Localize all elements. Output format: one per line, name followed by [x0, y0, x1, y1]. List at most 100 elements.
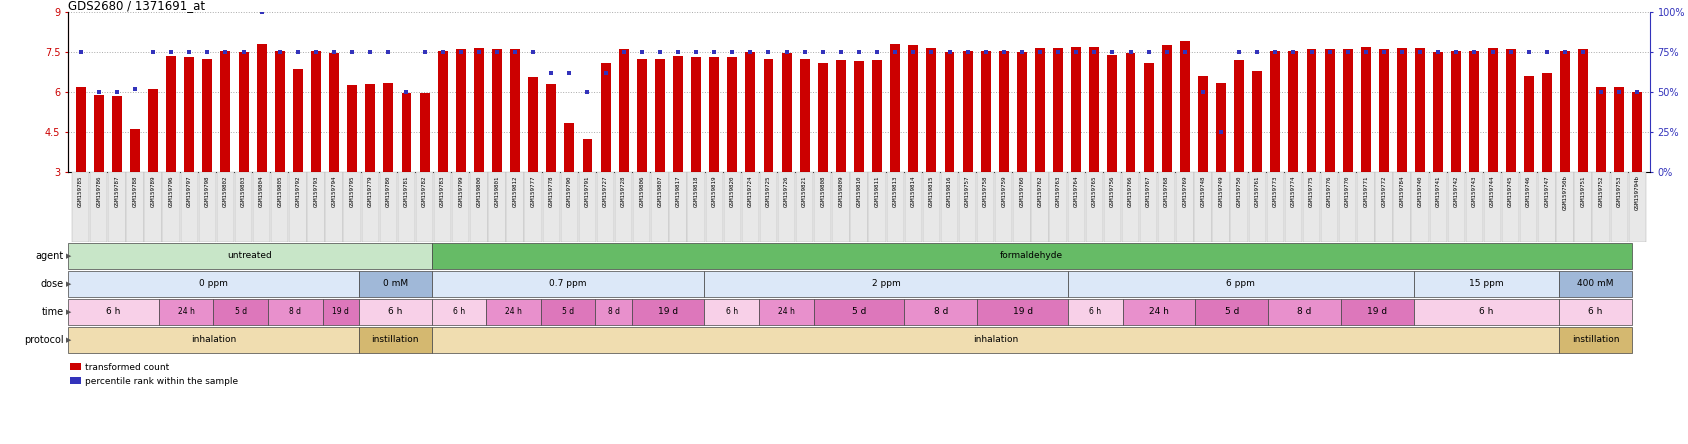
- Bar: [71, 377, 81, 385]
- Bar: [1560, 271, 1632, 297]
- Text: GSM159789: GSM159789: [150, 175, 155, 207]
- Text: ▶: ▶: [66, 253, 71, 259]
- Text: GSM159767: GSM159767: [1146, 175, 1151, 207]
- Text: 6 h: 6 h: [452, 308, 464, 317]
- Bar: [474, 48, 484, 172]
- Bar: [728, 57, 738, 172]
- Text: GSM159772: GSM159772: [1381, 175, 1386, 207]
- Bar: [1252, 71, 1263, 172]
- FancyBboxPatch shape: [670, 172, 687, 242]
- FancyBboxPatch shape: [1592, 172, 1610, 242]
- Bar: [817, 63, 827, 172]
- Bar: [746, 52, 755, 172]
- FancyBboxPatch shape: [253, 172, 270, 242]
- FancyBboxPatch shape: [1376, 172, 1393, 242]
- Bar: [547, 84, 557, 172]
- Text: ▶: ▶: [66, 281, 71, 287]
- FancyBboxPatch shape: [73, 172, 89, 242]
- FancyBboxPatch shape: [851, 172, 868, 242]
- Text: 5 d: 5 d: [1224, 308, 1239, 317]
- FancyBboxPatch shape: [1031, 172, 1048, 242]
- Text: GDS2680 / 1371691_at: GDS2680 / 1371691_at: [68, 0, 206, 12]
- FancyBboxPatch shape: [1610, 172, 1627, 242]
- Text: 19 d: 19 d: [1013, 308, 1033, 317]
- Bar: [1069, 299, 1123, 325]
- Text: GSM159794b: GSM159794b: [1636, 175, 1639, 210]
- Text: GSM159796: GSM159796: [169, 175, 174, 207]
- Bar: [365, 84, 375, 172]
- Bar: [432, 327, 1560, 353]
- Bar: [905, 299, 977, 325]
- Bar: [432, 271, 704, 297]
- FancyBboxPatch shape: [724, 172, 741, 242]
- Bar: [159, 299, 213, 325]
- FancyBboxPatch shape: [1067, 172, 1085, 242]
- Bar: [1342, 49, 1352, 172]
- Text: GSM159756: GSM159756: [1111, 175, 1114, 207]
- Text: 24 h: 24 h: [177, 308, 194, 317]
- Bar: [383, 83, 393, 172]
- FancyBboxPatch shape: [1357, 172, 1374, 242]
- FancyBboxPatch shape: [398, 172, 415, 242]
- FancyBboxPatch shape: [959, 172, 976, 242]
- Bar: [111, 96, 122, 172]
- FancyBboxPatch shape: [598, 172, 614, 242]
- Bar: [1379, 49, 1389, 172]
- Bar: [130, 129, 140, 172]
- FancyBboxPatch shape: [1465, 172, 1484, 242]
- Text: GSM159763: GSM159763: [1055, 175, 1060, 207]
- Text: inhalation: inhalation: [191, 336, 236, 345]
- Bar: [1307, 49, 1317, 172]
- Text: 400 mM: 400 mM: [1577, 280, 1614, 289]
- Bar: [873, 60, 883, 172]
- Text: GSM159750: GSM159750: [1237, 175, 1242, 207]
- Text: 6 h: 6 h: [1588, 308, 1602, 317]
- Text: GSM159773: GSM159773: [1273, 175, 1278, 207]
- Text: GSM159821: GSM159821: [802, 175, 807, 207]
- Text: GSM159797: GSM159797: [187, 175, 192, 207]
- FancyBboxPatch shape: [778, 172, 795, 242]
- Bar: [704, 271, 1069, 297]
- FancyBboxPatch shape: [289, 172, 307, 242]
- Bar: [1398, 48, 1408, 172]
- FancyBboxPatch shape: [1430, 172, 1447, 242]
- Text: GSM159765: GSM159765: [1092, 175, 1097, 207]
- Text: GSM159788: GSM159788: [132, 175, 137, 207]
- Bar: [1560, 327, 1632, 353]
- Bar: [1524, 76, 1534, 172]
- Text: GSM159745: GSM159745: [1507, 175, 1512, 207]
- FancyBboxPatch shape: [1177, 172, 1193, 242]
- Bar: [1144, 63, 1153, 172]
- Bar: [68, 243, 432, 269]
- Bar: [203, 59, 213, 172]
- Text: GSM159727: GSM159727: [603, 175, 608, 207]
- Bar: [836, 60, 846, 172]
- Text: GSM159770: GSM159770: [1345, 175, 1350, 207]
- Bar: [329, 53, 339, 172]
- Bar: [1268, 299, 1340, 325]
- Bar: [1340, 299, 1413, 325]
- FancyBboxPatch shape: [452, 172, 469, 242]
- Text: GSM159813: GSM159813: [893, 175, 898, 207]
- Text: GSM159742: GSM159742: [1453, 175, 1458, 207]
- Bar: [1470, 51, 1479, 172]
- FancyBboxPatch shape: [162, 172, 181, 242]
- Bar: [1487, 48, 1497, 172]
- Text: GSM159795: GSM159795: [349, 175, 354, 207]
- Text: GSM159817: GSM159817: [675, 175, 680, 207]
- Text: GSM159790: GSM159790: [567, 175, 572, 207]
- Text: GSM159802: GSM159802: [223, 175, 228, 207]
- FancyBboxPatch shape: [272, 172, 289, 242]
- FancyBboxPatch shape: [1484, 172, 1501, 242]
- Bar: [1560, 51, 1570, 172]
- Bar: [402, 93, 412, 172]
- Text: GSM159781: GSM159781: [403, 175, 408, 207]
- Bar: [486, 299, 540, 325]
- Bar: [184, 57, 194, 172]
- Bar: [631, 299, 704, 325]
- Text: untreated: untreated: [228, 251, 272, 261]
- Bar: [149, 89, 159, 172]
- FancyBboxPatch shape: [1013, 172, 1031, 242]
- Bar: [1560, 299, 1632, 325]
- FancyBboxPatch shape: [814, 172, 832, 242]
